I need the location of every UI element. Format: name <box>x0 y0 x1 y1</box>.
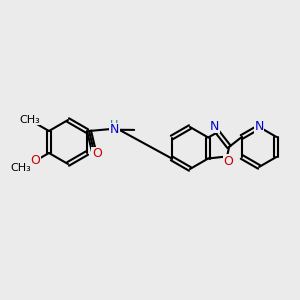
Text: CH₃: CH₃ <box>20 115 40 125</box>
Text: N: N <box>254 120 264 134</box>
Text: H: H <box>110 120 118 130</box>
Text: O: O <box>223 155 233 168</box>
Text: CH₃: CH₃ <box>10 164 31 173</box>
Text: O: O <box>31 154 40 167</box>
Text: O: O <box>92 147 102 161</box>
Text: N: N <box>110 123 119 136</box>
Text: N: N <box>210 120 219 133</box>
